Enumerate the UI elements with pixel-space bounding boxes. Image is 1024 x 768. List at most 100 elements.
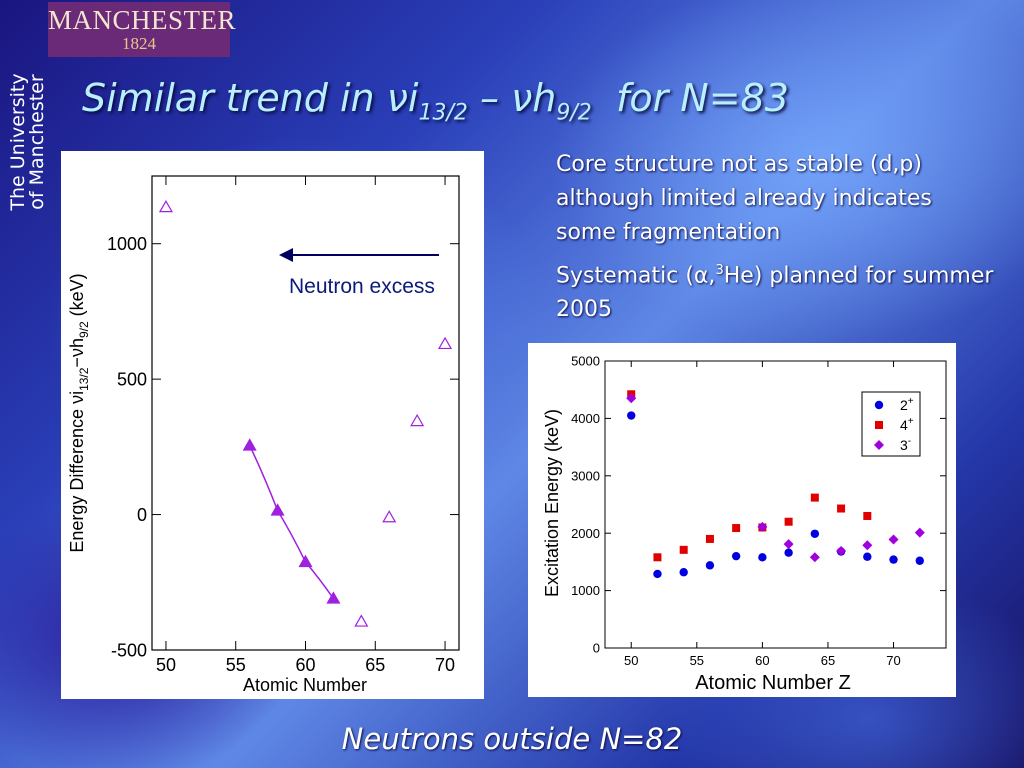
right-chart-panel: Excitation Energy (keV) Atomic Number Z … xyxy=(528,343,956,697)
y-tick-label: 5000 xyxy=(571,354,600,369)
left-chart-panel: Energy Difference νi13/2−νh9/2 (keV) Ato… xyxy=(61,151,484,699)
plot-frame xyxy=(151,175,460,651)
title-sub-1: 13/2 xyxy=(418,100,468,126)
legend-label: 3- xyxy=(900,436,911,453)
slide-footer: Neutrons outside N=82 xyxy=(341,722,683,756)
data-point-circle xyxy=(653,569,662,579)
y-tick-label: 0 xyxy=(137,505,147,525)
energy-difference-chart: Energy Difference νi13/2−νh9/2 (keV) Ato… xyxy=(67,175,460,695)
data-point-triangle xyxy=(438,336,453,350)
x-tick-label: 70 xyxy=(435,655,455,675)
data-point-triangle xyxy=(382,510,397,523)
note-line-1: Core structure not as stable (d,p) altho… xyxy=(556,152,932,245)
data-point-circle xyxy=(758,553,767,562)
title-sub-2: 9/2 xyxy=(556,100,592,126)
data-point-diamond xyxy=(783,539,794,550)
data-point-circle xyxy=(915,556,924,565)
y-axis-label-part-a: Energy Difference νi xyxy=(67,391,87,553)
data-point-square xyxy=(863,511,872,520)
logo-name: MANCHESTER xyxy=(48,5,237,35)
note-line-2-pre: Systematic (α, xyxy=(556,263,716,289)
neutron-excess-arrow xyxy=(279,248,439,262)
note-line-2: Systematic (α,3He) planned for summer 20… xyxy=(556,254,996,327)
data-point-diamond xyxy=(626,393,637,404)
data-point-triangle xyxy=(298,554,313,568)
y-tick-label: -500 xyxy=(111,640,147,660)
vertical-university-text: The University of Manchester xyxy=(7,57,48,227)
data-point-square xyxy=(837,504,846,513)
data-point-square xyxy=(653,553,662,562)
university-logo: MANCHESTER 1824 xyxy=(48,2,237,57)
legend-label: 4+ xyxy=(900,416,914,433)
x-tick-label: 60 xyxy=(755,653,769,668)
vertical-text-line-2: of Manchester xyxy=(26,74,48,210)
x-tick-label: 50 xyxy=(156,655,176,675)
x-tick-label: 50 xyxy=(624,653,638,668)
data-point-square xyxy=(679,545,688,554)
logo-year: 1824 xyxy=(122,34,156,53)
y-tick-label: 3000 xyxy=(571,468,600,483)
y-axis-label-sub-a: 13/2 xyxy=(77,367,91,391)
y-tick-label: 1000 xyxy=(107,234,147,254)
data-point-circle xyxy=(705,561,715,570)
y-axis-label: Energy Difference νi13/2−νh9/2 (keV) xyxy=(67,273,91,552)
legend-marker-diamond xyxy=(874,440,884,450)
note-line-2-post: He) planned for summer 2005 xyxy=(556,263,994,323)
x-tick-label: 65 xyxy=(365,655,385,675)
y-tick-label: 2000 xyxy=(571,526,600,541)
x-axis-label: Atomic Number xyxy=(243,675,367,695)
legend-box xyxy=(861,391,921,457)
note-line-2-sup: 3 xyxy=(715,263,724,278)
x-tick-label: 70 xyxy=(886,653,900,668)
data-point-diamond xyxy=(836,545,847,556)
data-point-square xyxy=(784,517,793,526)
legend-entries: 2+ 4+ 3- xyxy=(874,396,914,453)
plot-frame xyxy=(604,360,947,649)
data-point-diamond xyxy=(757,521,768,532)
data-point-triangle xyxy=(354,614,369,627)
x-tick-label: 60 xyxy=(295,655,315,675)
data-point-circle xyxy=(627,411,636,420)
y-tick-label: 4000 xyxy=(571,411,600,426)
notes-text: Core structure not as stable (d,p) altho… xyxy=(556,148,996,327)
x-tick-label: 55 xyxy=(690,653,704,668)
data-point-triangle xyxy=(326,591,341,604)
title-part-3: for N=83 xyxy=(591,76,789,120)
data-point-triangle xyxy=(158,199,173,213)
arrow-head xyxy=(279,248,293,262)
data-point-diamond xyxy=(914,527,925,538)
legend: 2+ 4+ 3- xyxy=(861,391,921,457)
series-line xyxy=(249,445,335,599)
y-axis-label: Excitation Energy (keV) xyxy=(542,409,562,597)
y-axis-label-part-c: (keV) xyxy=(67,273,87,321)
x-axis-label: Atomic Number Z xyxy=(695,672,851,694)
data-point-diamond xyxy=(809,552,820,563)
data-point-circle xyxy=(889,555,898,564)
data-point-circle xyxy=(784,548,793,557)
data-point-square xyxy=(705,534,714,543)
y-tick-label: 1000 xyxy=(571,583,600,598)
data-point-square xyxy=(732,524,741,533)
data-point-circle xyxy=(731,551,741,561)
data-point-circle xyxy=(863,552,872,561)
legend-marker-square xyxy=(875,421,883,429)
legend-marker-circle xyxy=(874,400,884,410)
x-tick-label: 65 xyxy=(821,653,835,668)
data-point-triangle xyxy=(270,503,285,516)
data-point-diamond xyxy=(888,534,899,545)
x-tick-label: 55 xyxy=(226,655,246,675)
excitation-energy-chart: Excitation Energy (keV) Atomic Number Z … xyxy=(542,354,947,694)
y-axis-label-sub-b: 9/2 xyxy=(77,321,91,338)
data-point-circle xyxy=(679,568,688,577)
data-point-circle xyxy=(810,529,820,538)
neutron-excess-annotation: Neutron excess xyxy=(289,275,435,298)
data-point-triangle xyxy=(242,438,257,451)
data-point-diamond xyxy=(862,540,873,551)
data-point-triangle xyxy=(410,413,425,427)
title-part-2: – νh xyxy=(467,76,557,120)
y-tick-label: 0 xyxy=(593,641,600,656)
y-tick-label: 500 xyxy=(117,369,147,389)
title-part-1: Similar trend in νi xyxy=(82,76,419,120)
y-axis-label-part-b: −νh xyxy=(67,338,87,368)
data-point-square xyxy=(810,493,819,502)
